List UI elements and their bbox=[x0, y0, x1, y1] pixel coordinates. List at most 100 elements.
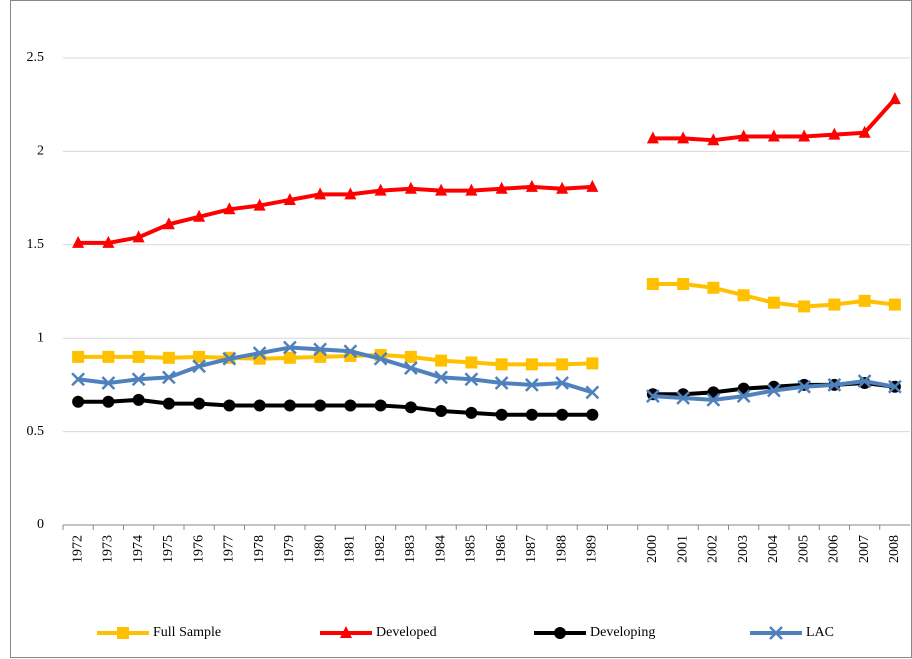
data-point bbox=[283, 399, 296, 412]
legend-marker bbox=[554, 627, 566, 639]
data-point bbox=[344, 187, 357, 200]
legend-label: LAC bbox=[806, 625, 834, 640]
x-tick-label: 2002 bbox=[706, 535, 721, 563]
x-tick-label: 1977 bbox=[222, 535, 237, 563]
data-point bbox=[162, 217, 175, 230]
data-point bbox=[524, 378, 539, 392]
legend-marker bbox=[117, 627, 129, 639]
data-point bbox=[132, 230, 145, 243]
data-point bbox=[253, 198, 266, 211]
x-tick-label: 1986 bbox=[494, 535, 509, 563]
data-point bbox=[102, 235, 115, 248]
data-point bbox=[858, 125, 871, 138]
y-tick-label: 1 bbox=[37, 330, 44, 345]
data-point bbox=[555, 376, 570, 390]
legend-label: Full Sample bbox=[153, 625, 221, 640]
x-tick-label: 1988 bbox=[554, 535, 569, 563]
data-point bbox=[676, 391, 691, 405]
data-point bbox=[645, 389, 660, 403]
data-point bbox=[132, 350, 145, 363]
data-point bbox=[343, 344, 358, 359]
data-point bbox=[374, 399, 387, 412]
data-point bbox=[404, 181, 417, 194]
data-point bbox=[223, 202, 236, 215]
data-point bbox=[131, 372, 146, 387]
x-tick-label: 2005 bbox=[796, 535, 811, 563]
data-point bbox=[556, 408, 569, 421]
data-point bbox=[435, 405, 448, 418]
data-point bbox=[222, 351, 237, 366]
data-point bbox=[434, 370, 449, 385]
data-point bbox=[797, 379, 812, 394]
y-tick-label: 2 bbox=[37, 144, 44, 159]
data-point bbox=[556, 181, 569, 194]
data-point bbox=[282, 340, 297, 355]
data-point bbox=[223, 399, 236, 412]
x-tick-label: 2004 bbox=[766, 535, 781, 563]
x-tick-label: 1985 bbox=[464, 535, 479, 563]
x-tick-label: 1989 bbox=[585, 535, 600, 563]
data-point bbox=[828, 127, 841, 140]
data-point bbox=[193, 350, 206, 363]
data-point bbox=[162, 351, 175, 364]
data-point bbox=[403, 361, 418, 375]
data-point bbox=[252, 346, 267, 361]
data-point bbox=[404, 401, 417, 414]
data-point bbox=[857, 374, 872, 389]
x-tick-label: 2000 bbox=[645, 535, 660, 563]
legend-marker bbox=[340, 626, 352, 638]
data-point bbox=[465, 183, 478, 196]
x-tick-label: 1987 bbox=[524, 535, 539, 563]
data-point bbox=[344, 399, 357, 412]
data-point bbox=[71, 372, 86, 387]
data-point bbox=[132, 393, 145, 406]
data-point bbox=[525, 179, 538, 192]
data-point bbox=[102, 350, 115, 363]
x-tick-label: 2003 bbox=[736, 535, 751, 563]
data-point bbox=[646, 131, 659, 144]
y-tick-label: 2.5 bbox=[27, 50, 45, 65]
chart-border bbox=[10, 0, 912, 658]
x-tick-label: 2008 bbox=[887, 535, 902, 563]
data-point bbox=[161, 370, 176, 385]
data-point bbox=[102, 395, 115, 408]
x-tick-label: 1984 bbox=[433, 535, 448, 563]
data-point bbox=[798, 129, 811, 142]
x-tick-label: 1980 bbox=[312, 535, 327, 563]
data-point bbox=[827, 378, 842, 392]
legend-marker bbox=[769, 626, 783, 640]
data-point bbox=[888, 92, 901, 105]
data-point bbox=[72, 350, 85, 363]
data-point bbox=[737, 289, 750, 302]
data-point bbox=[525, 408, 538, 421]
data-point bbox=[737, 129, 750, 142]
y-tick-label: 0.5 bbox=[27, 424, 45, 439]
data-point bbox=[586, 408, 599, 421]
data-point bbox=[374, 183, 387, 196]
data-point bbox=[767, 296, 780, 309]
data-point bbox=[193, 397, 206, 410]
data-point bbox=[888, 298, 901, 311]
data-point bbox=[283, 351, 296, 364]
data-point bbox=[314, 187, 327, 200]
legend-label: Developed bbox=[376, 625, 437, 640]
x-tick-label: 1978 bbox=[252, 535, 267, 563]
data-point bbox=[101, 376, 116, 390]
data-point bbox=[707, 281, 720, 294]
data-point bbox=[767, 129, 780, 142]
data-point bbox=[283, 192, 296, 205]
data-point bbox=[253, 399, 266, 412]
data-point bbox=[435, 354, 448, 367]
data-point bbox=[556, 358, 569, 371]
x-tick-label: 1973 bbox=[101, 535, 116, 563]
x-tick-label: 2007 bbox=[857, 535, 872, 563]
legend-label: Developing bbox=[590, 625, 655, 640]
data-point bbox=[706, 392, 721, 407]
data-point bbox=[72, 235, 85, 248]
data-point bbox=[707, 133, 720, 146]
data-point bbox=[646, 388, 659, 401]
data-point bbox=[314, 399, 327, 412]
data-point bbox=[828, 298, 841, 311]
data-point bbox=[495, 181, 508, 194]
